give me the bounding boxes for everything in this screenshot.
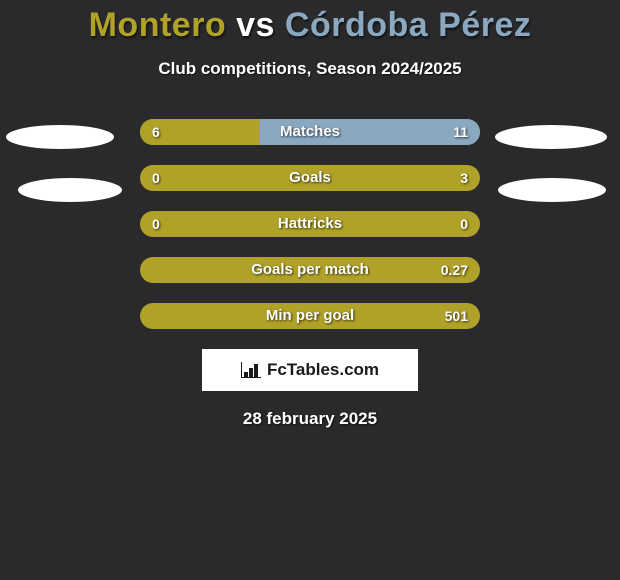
- bar-track: [140, 165, 480, 191]
- comparison-bars: Matches611Goals03Hattricks00Goals per ma…: [0, 119, 620, 329]
- bar-track: [140, 257, 480, 283]
- value-right: 11: [453, 119, 468, 145]
- value-right: 0.27: [441, 257, 468, 283]
- player-ellipse: [18, 178, 122, 202]
- bar-right-fill: [260, 119, 480, 145]
- value-left: 0: [152, 165, 160, 191]
- title-left: Montero: [89, 6, 227, 44]
- date-line: 28 february 2025: [0, 409, 620, 429]
- value-right: 3: [460, 165, 468, 191]
- bar-track: [140, 303, 480, 329]
- player-ellipse: [6, 125, 114, 149]
- brand-text: FcTables.com: [267, 360, 379, 380]
- title-right: Córdoba Pérez: [285, 6, 531, 44]
- player-ellipse: [498, 178, 606, 202]
- value-left: 6: [152, 119, 160, 145]
- value-left: 0: [152, 211, 160, 237]
- page-title: Montero vs Córdoba Pérez: [0, 0, 620, 45]
- bar-chart-icon: [241, 362, 261, 378]
- title-vs: vs: [226, 6, 285, 44]
- brand-badge: FcTables.com: [202, 349, 418, 391]
- stat-row: Min per goal501: [0, 303, 620, 329]
- stat-row: Hattricks00: [0, 211, 620, 237]
- subtitle: Club competitions, Season 2024/2025: [0, 59, 620, 79]
- value-right: 501: [445, 303, 468, 329]
- player-ellipse: [495, 125, 607, 149]
- stat-row: Goals per match0.27: [0, 257, 620, 283]
- value-right: 0: [460, 211, 468, 237]
- bar-track: [140, 119, 480, 145]
- bar-track: [140, 211, 480, 237]
